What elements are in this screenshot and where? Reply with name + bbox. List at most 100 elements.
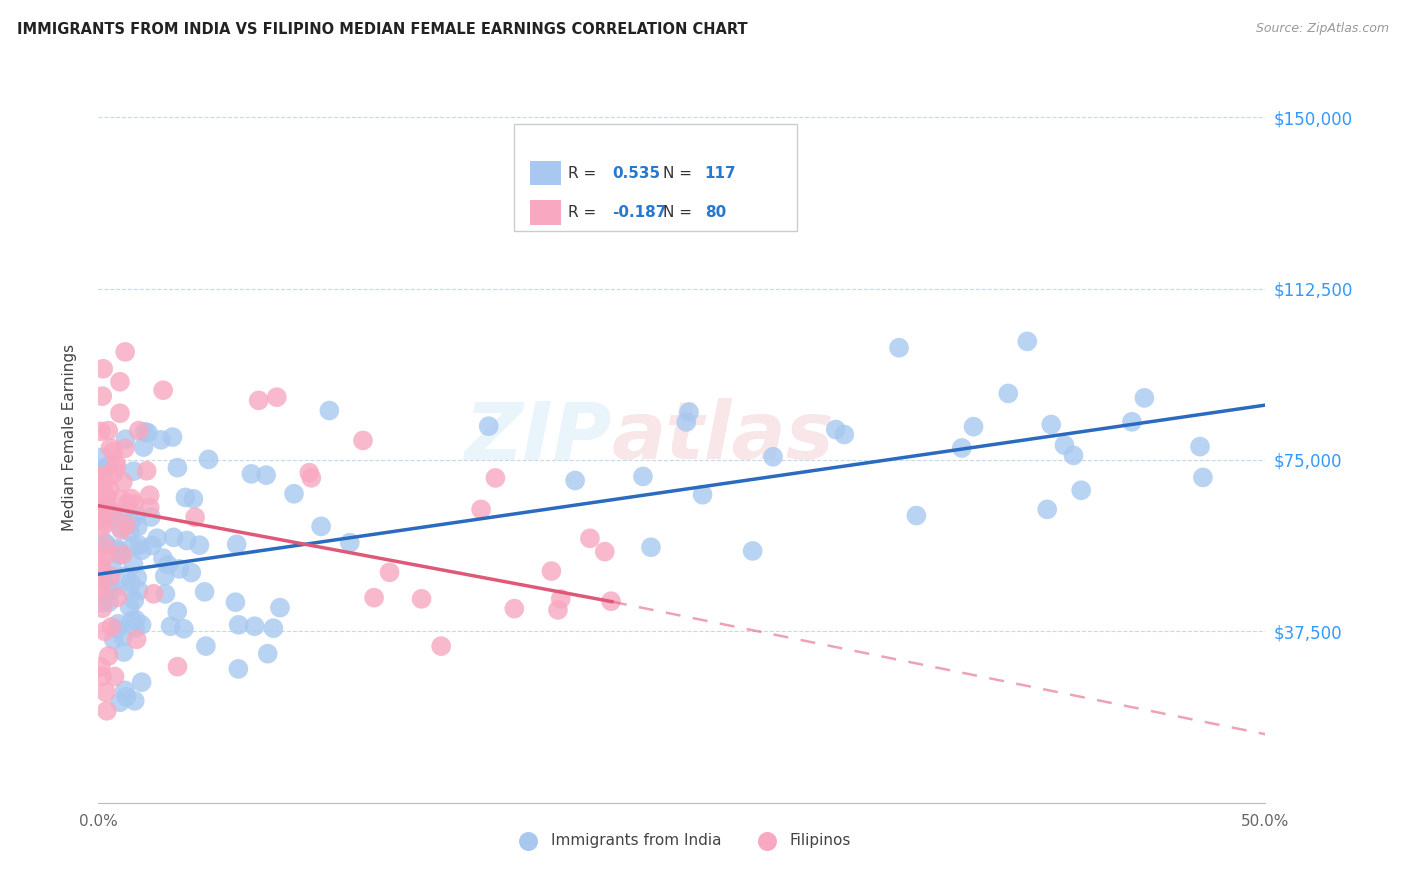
- Point: [91, 601, 114, 615]
- Text: R =: R =: [568, 166, 602, 180]
- Point: [138, 488, 160, 502]
- Point: [132, 440, 155, 454]
- Point: [114, 569, 136, 583]
- Point: [128, 538, 150, 552]
- Point: [91, 509, 114, 524]
- Point: [100, 569, 122, 583]
- Point: [887, 341, 910, 355]
- Point: [962, 419, 984, 434]
- Point: [256, 647, 278, 661]
- Point: [120, 491, 142, 506]
- Text: 117: 117: [704, 166, 737, 180]
- Point: [94, 549, 117, 563]
- Point: [127, 571, 149, 585]
- Point: [1053, 438, 1076, 452]
- Point: [103, 510, 125, 524]
- Point: [94, 685, 117, 699]
- Point: [174, 491, 197, 505]
- Point: [228, 618, 250, 632]
- Point: [90, 463, 112, 477]
- Text: R =: R =: [568, 205, 602, 220]
- Point: [90, 563, 112, 577]
- Point: [692, 488, 714, 502]
- Point: [91, 505, 114, 519]
- Point: [162, 430, 184, 444]
- Point: [298, 466, 321, 480]
- Point: [478, 419, 501, 434]
- Point: [128, 424, 150, 438]
- Point: [124, 593, 146, 607]
- Point: [152, 551, 174, 566]
- Point: [503, 601, 526, 615]
- Point: [262, 621, 284, 635]
- Point: [184, 510, 207, 524]
- Point: [824, 422, 846, 436]
- Point: [309, 519, 332, 533]
- Point: [110, 508, 132, 522]
- Point: [107, 616, 129, 631]
- Point: [139, 500, 162, 515]
- Point: [741, 544, 763, 558]
- Point: [108, 543, 131, 558]
- Point: [98, 577, 121, 591]
- Point: [997, 386, 1019, 401]
- Point: [114, 432, 136, 446]
- Point: [91, 389, 114, 403]
- Point: [108, 548, 131, 562]
- Text: 80: 80: [704, 205, 725, 220]
- Text: ZIP: ZIP: [464, 398, 612, 476]
- Point: [127, 519, 149, 533]
- Point: [91, 669, 114, 683]
- Point: [94, 541, 117, 555]
- Point: [117, 497, 139, 511]
- Point: [90, 523, 112, 537]
- Point: [141, 539, 163, 553]
- Point: [118, 582, 141, 596]
- Point: [96, 490, 118, 504]
- Point: [1070, 483, 1092, 498]
- Point: [156, 558, 179, 572]
- Point: [93, 500, 115, 515]
- Point: [108, 406, 131, 420]
- Point: [470, 502, 492, 516]
- Point: [124, 694, 146, 708]
- Point: [128, 583, 150, 598]
- Point: [169, 562, 191, 576]
- Point: [94, 502, 117, 516]
- Point: [600, 594, 623, 608]
- Point: [593, 544, 616, 558]
- Point: [149, 433, 172, 447]
- Point: [103, 669, 125, 683]
- Text: atlas: atlas: [612, 398, 835, 476]
- Point: [90, 583, 112, 598]
- Point: [550, 591, 572, 606]
- Point: [96, 497, 118, 511]
- Point: [146, 531, 169, 545]
- Point: [108, 375, 131, 389]
- Point: [91, 468, 114, 483]
- Point: [124, 497, 146, 511]
- Point: [832, 427, 855, 442]
- Point: [122, 539, 145, 553]
- Point: [90, 572, 112, 586]
- Point: [134, 425, 156, 439]
- Point: [110, 521, 132, 535]
- Point: [122, 464, 145, 478]
- Point: [131, 543, 153, 558]
- Y-axis label: Median Female Earnings: Median Female Earnings: [62, 343, 77, 531]
- Text: Source: ZipAtlas.com: Source: ZipAtlas.com: [1256, 22, 1389, 36]
- Point: [125, 632, 148, 647]
- Point: [96, 499, 118, 513]
- Point: [540, 564, 562, 578]
- Point: [762, 450, 785, 464]
- Point: [125, 613, 148, 627]
- Point: [243, 619, 266, 633]
- Point: [299, 471, 322, 485]
- Point: [142, 587, 165, 601]
- Point: [1062, 449, 1084, 463]
- Point: [96, 537, 118, 551]
- Point: [411, 591, 433, 606]
- Point: [114, 442, 136, 456]
- Point: [105, 541, 128, 556]
- Text: N =: N =: [662, 166, 696, 180]
